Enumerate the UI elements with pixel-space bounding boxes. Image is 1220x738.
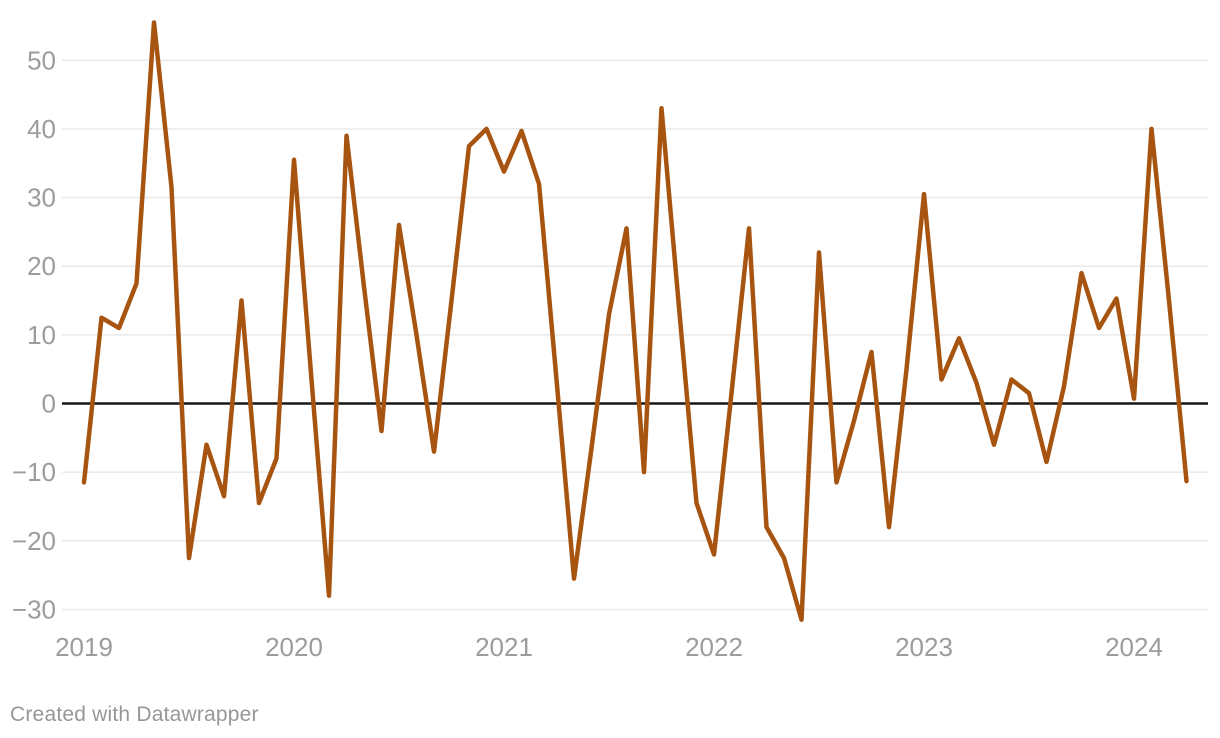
y-tick-label: 50 [27, 45, 56, 75]
data-line-series [81, 20, 1189, 622]
x-tick-label: 2024 [1105, 632, 1163, 662]
x-tick-label: 2022 [685, 632, 743, 662]
y-tick-label: 20 [27, 251, 56, 281]
x-tick-label: 2019 [55, 632, 113, 662]
y-tick-label: 40 [27, 114, 56, 144]
x-tick-label: 2023 [895, 632, 953, 662]
x-tick-label: 2021 [475, 632, 533, 662]
y-tick-label: 10 [27, 320, 56, 350]
datawrapper-credit-link[interactable]: Created with Datawrapper [10, 703, 259, 726]
y-tick-label: −30 [12, 594, 56, 624]
x-axis-labels: 2019 2020 2021 2022 2023 2024 [55, 632, 1163, 662]
x-tick-label: 2020 [265, 632, 323, 662]
y-tick-label: 30 [27, 183, 56, 213]
y-tick-label: −20 [12, 526, 56, 556]
y-tick-label: −10 [12, 457, 56, 487]
y-tick-label: 0 [42, 389, 56, 419]
y-axis-labels: 50 40 30 20 10 0 −10 −20 −30 [12, 45, 56, 624]
